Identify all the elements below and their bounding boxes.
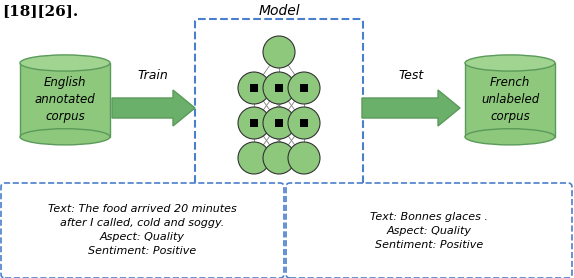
Polygon shape [112,90,195,126]
FancyBboxPatch shape [286,183,572,278]
Ellipse shape [238,142,270,174]
Ellipse shape [288,72,320,104]
Polygon shape [300,84,308,92]
Ellipse shape [263,142,295,174]
Ellipse shape [465,55,555,71]
FancyBboxPatch shape [195,19,363,185]
Ellipse shape [263,107,295,139]
Text: Text: Bonnes glaces .
Aspect: Quality
Sentiment: Positive: Text: Bonnes glaces . Aspect: Quality Se… [370,212,488,249]
Polygon shape [20,63,110,137]
Text: [18][26].: [18][26]. [2,4,78,18]
Ellipse shape [465,129,555,145]
Ellipse shape [288,142,320,174]
Text: Test: Test [398,69,424,82]
Polygon shape [250,119,258,127]
Ellipse shape [238,107,270,139]
Text: Text: The food arrived 20 minutes
after I called, cold and soggy.
Aspect: Qualit: Text: The food arrived 20 minutes after … [48,205,237,257]
Ellipse shape [20,55,110,71]
Polygon shape [275,84,283,92]
Text: English
annotated
corpus: English annotated corpus [34,76,95,123]
FancyBboxPatch shape [1,183,284,278]
Polygon shape [465,63,555,137]
Polygon shape [362,90,460,126]
Ellipse shape [20,129,110,145]
Ellipse shape [238,72,270,104]
Ellipse shape [263,72,295,104]
Polygon shape [275,119,283,127]
Ellipse shape [288,107,320,139]
Ellipse shape [263,36,295,68]
Polygon shape [300,119,308,127]
Polygon shape [250,84,258,92]
Text: Train: Train [138,69,168,82]
Text: Model: Model [258,4,300,18]
Text: French
unlabeled
corpus: French unlabeled corpus [481,76,539,123]
